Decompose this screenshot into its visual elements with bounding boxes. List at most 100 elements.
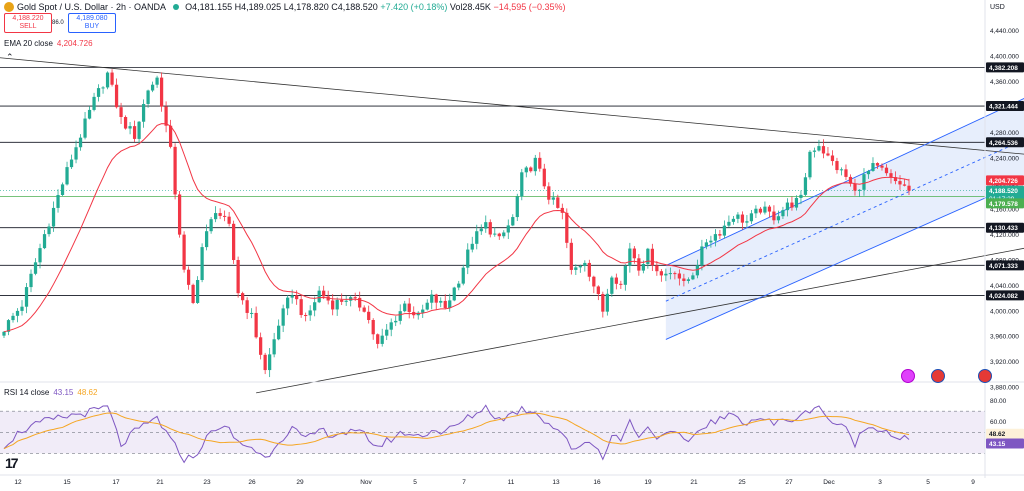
candle-body	[241, 293, 245, 301]
green-price-label: 4,179.578	[989, 201, 1018, 208]
candle-body	[461, 267, 465, 284]
green-price-box	[986, 198, 1024, 209]
candle-body	[42, 234, 47, 249]
candle-body	[736, 214, 740, 219]
candle-body	[515, 196, 519, 218]
candle-body	[664, 273, 668, 276]
candle-body	[781, 210, 785, 217]
level-price-label-box	[986, 260, 1024, 271]
candle-body	[60, 184, 65, 195]
candle-body	[695, 265, 700, 276]
candle-body	[398, 311, 402, 321]
price-tick-label: 3,960.000	[990, 334, 1019, 341]
candle-body	[475, 231, 479, 244]
time-tick-label: 16	[593, 479, 601, 486]
candle-body	[47, 226, 51, 235]
candle-body	[466, 249, 470, 268]
candle-body	[245, 300, 249, 313]
candle-body	[78, 137, 83, 148]
price-tick-label: 4,360.000	[990, 79, 1019, 86]
candle-body	[470, 243, 474, 250]
candle-body	[893, 177, 898, 182]
candle-body	[421, 309, 425, 313]
candle-body	[817, 146, 821, 151]
candle-body	[308, 310, 312, 316]
market-open-dot-icon	[173, 4, 180, 10]
candle-body	[119, 107, 123, 118]
economic-event-icon[interactable]	[901, 369, 915, 383]
volume-change-value: −14,595 (−0.35%)	[493, 2, 566, 12]
level-price-label-box	[986, 290, 1024, 301]
currency-label: USD	[990, 4, 1005, 11]
level-price-label: 4,382.208	[989, 65, 1018, 72]
candle-body	[177, 194, 182, 235]
candle-body	[619, 283, 623, 285]
price-tick-label: 4,240.000	[990, 155, 1019, 162]
time-tick-label: 5	[926, 479, 930, 486]
candle-body	[596, 286, 600, 295]
level-price-label: 4,264.536	[989, 140, 1018, 147]
channel-mid	[665, 139, 1024, 302]
candle-body	[835, 161, 839, 171]
spread-value: 86.0	[52, 20, 64, 26]
candle-body	[110, 72, 114, 85]
time-tick-label: 5	[413, 479, 417, 486]
candle-body	[74, 147, 78, 160]
time-tick-label: 26	[248, 479, 256, 486]
candle-body	[758, 208, 763, 213]
candle-body	[776, 216, 781, 221]
symbol-title[interactable]: Gold Spot / U.S. Dollar · 2h · OANDA	[17, 2, 167, 12]
us-flag-icon[interactable]	[978, 369, 992, 383]
candle-body	[385, 329, 389, 336]
buy-label: BUY	[84, 23, 100, 30]
candle-body	[889, 173, 893, 178]
sell-button[interactable]: 4,188.220 SELL	[4, 13, 52, 33]
candle-body	[529, 167, 533, 172]
candle-body	[236, 259, 240, 294]
candle-body	[128, 126, 132, 129]
price-tick-label: 4,000.000	[990, 308, 1019, 315]
low-value: L4,178.820	[283, 2, 329, 12]
candle-body	[457, 283, 461, 288]
buy-button[interactable]: 4,189.080 BUY	[68, 13, 116, 33]
price-tick-label: 3,920.000	[990, 359, 1019, 366]
last-price-label: 4,188.520	[989, 188, 1018, 195]
candle-body	[538, 157, 542, 169]
candle-body	[223, 215, 227, 217]
candle-body	[96, 88, 101, 97]
ascending-trendline	[256, 247, 1024, 394]
candle-body	[754, 208, 758, 214]
descending-trendline	[0, 57, 1024, 155]
candle-body	[263, 354, 267, 371]
us-flag-icon[interactable]	[931, 369, 945, 383]
chevron-up-icon[interactable]: ⌃	[6, 52, 14, 62]
candle-body	[137, 121, 141, 139]
candle-body	[551, 197, 555, 200]
candle-body	[821, 146, 826, 154]
candle-body	[164, 106, 168, 126]
candle-body	[277, 325, 281, 340]
candle-body	[686, 279, 690, 281]
rsi-legend[interactable]: RSI 14 close 43.15 48.62	[4, 388, 97, 397]
candle-body	[713, 234, 718, 241]
volume-value: Vol28.45K	[449, 2, 491, 12]
candle-body	[92, 96, 96, 110]
candle-body	[232, 223, 236, 260]
candle-body	[105, 72, 110, 88]
candle-body	[83, 118, 87, 138]
candle-body	[209, 219, 213, 232]
candle-body	[677, 273, 681, 279]
level-price-label: 4,321.444	[989, 104, 1018, 111]
candle-body	[727, 221, 731, 226]
candle-body	[380, 335, 384, 344]
rsi-legend-value: 43.15	[53, 388, 74, 397]
ema-legend[interactable]: EMA 20 close 4,204.726	[4, 39, 93, 48]
candle-body	[902, 184, 907, 186]
candle-body	[646, 248, 650, 264]
candle-body	[326, 296, 330, 301]
candle-body	[497, 233, 501, 237]
candle-body	[650, 248, 654, 266]
tradingview-logo[interactable]: 17	[5, 455, 19, 471]
